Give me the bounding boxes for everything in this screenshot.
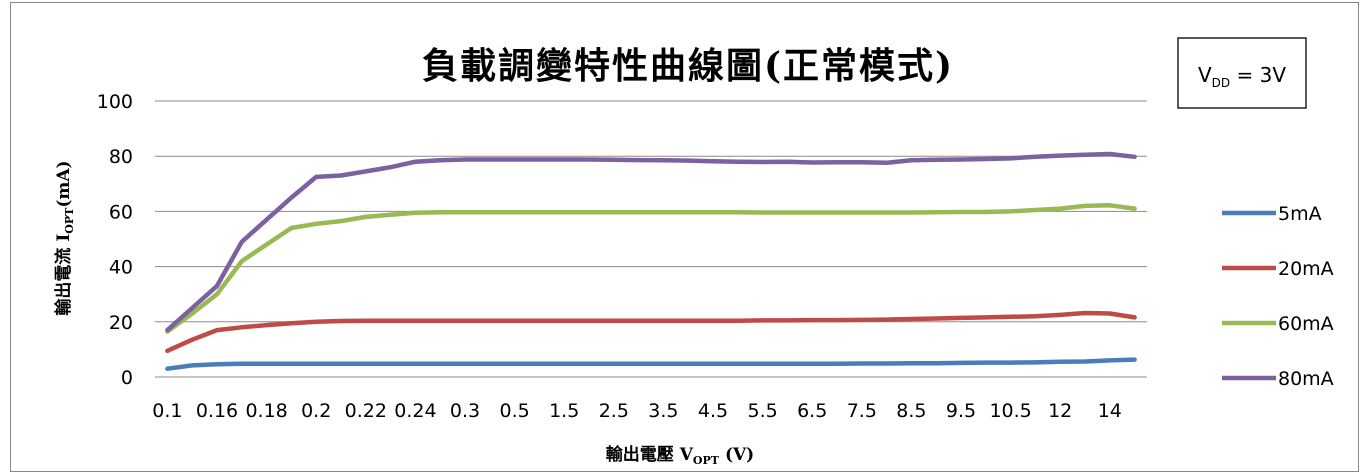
y-tick-label: 60 bbox=[109, 201, 133, 223]
vdd-note: VDD = 3V bbox=[1198, 63, 1286, 90]
series-line-80mA bbox=[165, 151, 1137, 333]
x-tick-label: 5.5 bbox=[747, 400, 777, 422]
legend-label: 60mA bbox=[1278, 313, 1334, 335]
legend: 5mA 20mA 60mA 80mA bbox=[1222, 203, 1334, 390]
series-lines bbox=[165, 151, 1137, 371]
series-line-20mA bbox=[165, 310, 1137, 354]
x-tick-labels: 0.1 0.16 0.18 0.2 0.22 0.24 0.3 0.5 1.5 2.5 3.5 4.5… bbox=[152, 400, 1122, 422]
legend-label: 20mA bbox=[1278, 258, 1334, 280]
y-tick-label: 40 bbox=[109, 257, 133, 279]
x-tick-label: 4.5 bbox=[698, 400, 728, 422]
x-tick-label: 0.24 bbox=[394, 400, 436, 422]
x-tick-label: 2.5 bbox=[599, 400, 629, 422]
y-tick-label: 80 bbox=[109, 146, 133, 168]
x-tick-label: 1.5 bbox=[549, 400, 579, 422]
chart-frame bbox=[10, 2, 1359, 472]
gridlines bbox=[155, 100, 1147, 378]
x-tick-label: 0.22 bbox=[345, 400, 387, 422]
x-tick-label: 0.3 bbox=[450, 400, 480, 422]
y-tick-label: 20 bbox=[109, 312, 133, 334]
series-line-60mA bbox=[165, 203, 1137, 334]
legend-label: 80mA bbox=[1278, 368, 1334, 390]
x-tick-label: 9.5 bbox=[946, 400, 976, 422]
x-tick-label: 7.5 bbox=[847, 400, 877, 422]
x-tick-label: 0.2 bbox=[301, 400, 331, 422]
y-axis-title: 輸出電流 IOPT(mA) bbox=[53, 160, 76, 315]
x-tick-label: 0.1 bbox=[152, 400, 182, 422]
x-tick-label: 3.5 bbox=[648, 400, 678, 422]
y-tick-labels: 0 20 40 60 80 100 bbox=[97, 91, 133, 389]
x-tick-label: 0.18 bbox=[245, 400, 287, 422]
y-tick-label: 0 bbox=[121, 367, 133, 389]
x-tick-label: 8.5 bbox=[896, 400, 926, 422]
x-axis-title: 輸出電壓 VOPT (V) bbox=[606, 444, 754, 467]
x-tick-label: 0.16 bbox=[196, 400, 238, 422]
x-tick-label: 10.5 bbox=[989, 400, 1031, 422]
x-tick-label: 6.5 bbox=[797, 400, 827, 422]
vdd-note-box: VDD = 3V bbox=[1177, 37, 1307, 109]
x-tick-label: 14 bbox=[1098, 400, 1122, 422]
x-tick-label: 12 bbox=[1048, 400, 1072, 422]
x-tick-label: 0.5 bbox=[499, 400, 529, 422]
series-line-5mA bbox=[165, 357, 1137, 371]
y-tick-label: 100 bbox=[97, 91, 133, 113]
chart-title: 負載調變特性曲線圖(正常模式) bbox=[422, 45, 954, 87]
legend-label: 5mA bbox=[1278, 203, 1322, 225]
